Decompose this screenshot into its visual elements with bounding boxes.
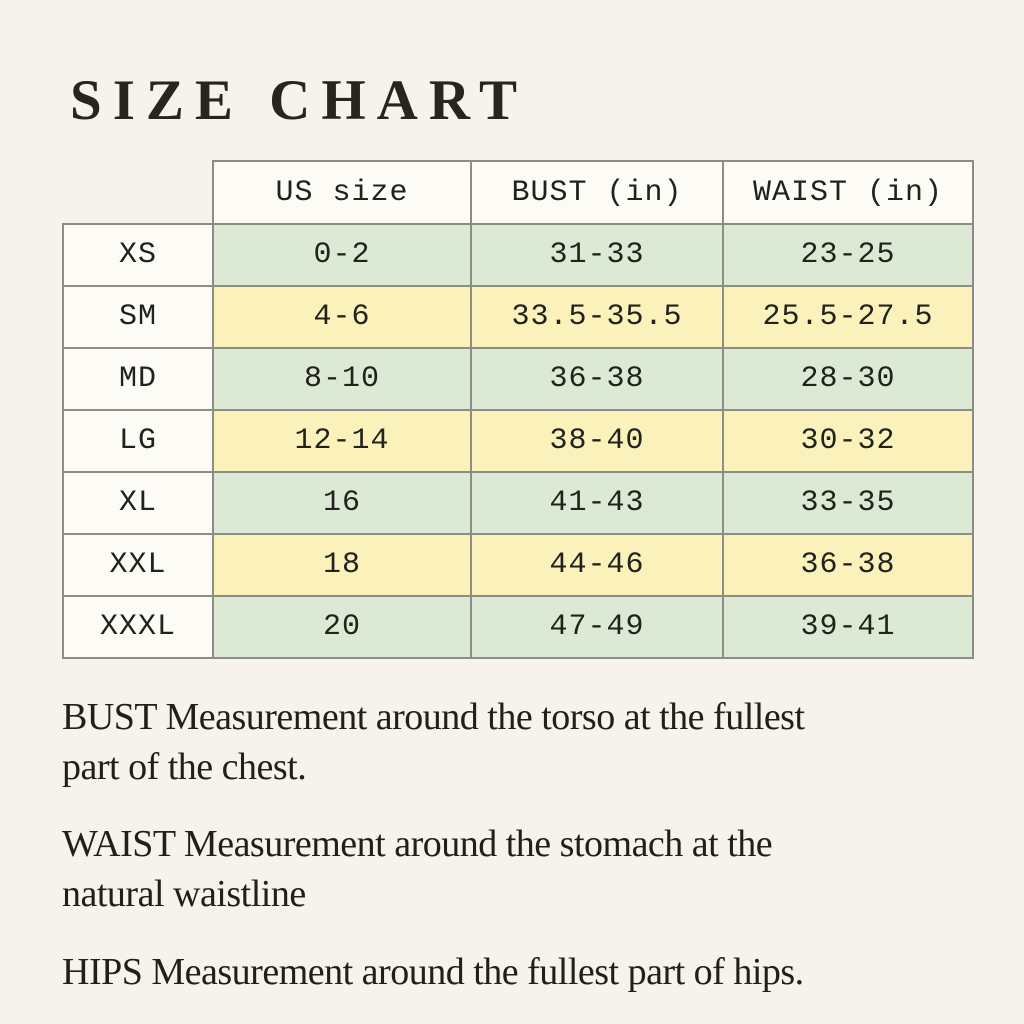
bust-cell: 41-43 <box>470 471 724 535</box>
us-size-cell: 12-14 <box>212 409 472 473</box>
us-size-cell: 4-6 <box>212 285 472 349</box>
size-table-body: XS 0-2 31-33 23-25 SM 4-6 33.5-35.5 25.5-27.5 MD… <box>62 223 974 659</box>
table-row: XXL 18 44-46 36-38 <box>62 533 974 597</box>
waist-cell: 28-30 <box>722 347 974 411</box>
measurement-notes: BUST Measurement around the torso at the… <box>62 692 1002 1024</box>
bust-cell: 47-49 <box>470 595 724 659</box>
hips-note: HIPS Measurement around the fullest part… <box>62 950 804 993</box>
size-label-cell: SM <box>62 285 214 349</box>
table-row: SM 4-6 33.5-35.5 25.5-27.5 <box>62 285 974 349</box>
waist-cell: 36-38 <box>722 533 974 597</box>
column-header-waist: WAIST (in) <box>722 160 974 225</box>
table-row: XXXL 20 47-49 39-41 <box>62 595 974 659</box>
us-size-cell: 8-10 <box>212 347 472 411</box>
table-row: XS 0-2 31-33 23-25 <box>62 223 974 287</box>
bust-cell: 33.5-35.5 <box>470 285 724 349</box>
bust-cell: 44-46 <box>470 533 724 597</box>
size-label-cell: XL <box>62 471 214 535</box>
waist-cell: 33-35 <box>722 471 974 535</box>
blank-corner-cell <box>63 161 213 224</box>
table-row: LG 12-14 38-40 30-32 <box>62 409 974 473</box>
bust-note: BUST Measurement around the torso at the… <box>62 696 805 789</box>
waist-cell: 39-41 <box>722 595 974 659</box>
size-table-header: US size BUST (in) WAIST (in) <box>63 160 974 225</box>
size-label-cell: XXXL <box>62 595 214 659</box>
us-size-cell: 16 <box>212 471 472 535</box>
us-size-cell: 20 <box>212 595 472 659</box>
waist-note: WAIST Measurement around the stomach at … <box>62 823 773 916</box>
header-row: US size BUST (in) WAIST (in) <box>63 160 974 225</box>
us-size-cell: 0-2 <box>212 223 472 287</box>
size-label-cell: XXL <box>62 533 214 597</box>
table-row: MD 8-10 36-38 28-30 <box>62 347 974 411</box>
bust-cell: 38-40 <box>470 409 724 473</box>
waist-cell: 30-32 <box>722 409 974 473</box>
size-label-cell: LG <box>62 409 214 473</box>
table-row: XL 16 41-43 33-35 <box>62 471 974 535</box>
page-title: SIZE CHART <box>70 69 529 132</box>
bust-cell: 31-33 <box>470 223 724 287</box>
us-size-cell: 18 <box>212 533 472 597</box>
column-header-bust: BUST (in) <box>470 160 724 225</box>
column-header-us-size: US size <box>212 160 472 225</box>
waist-cell: 23-25 <box>722 223 974 287</box>
size-table: US size BUST (in) WAIST (in) XS 0-2 31-33 2… <box>62 160 974 659</box>
bust-cell: 36-38 <box>470 347 724 411</box>
size-label-cell: MD <box>62 347 214 411</box>
waist-cell: 25.5-27.5 <box>722 285 974 349</box>
size-label-cell: XS <box>62 223 214 287</box>
